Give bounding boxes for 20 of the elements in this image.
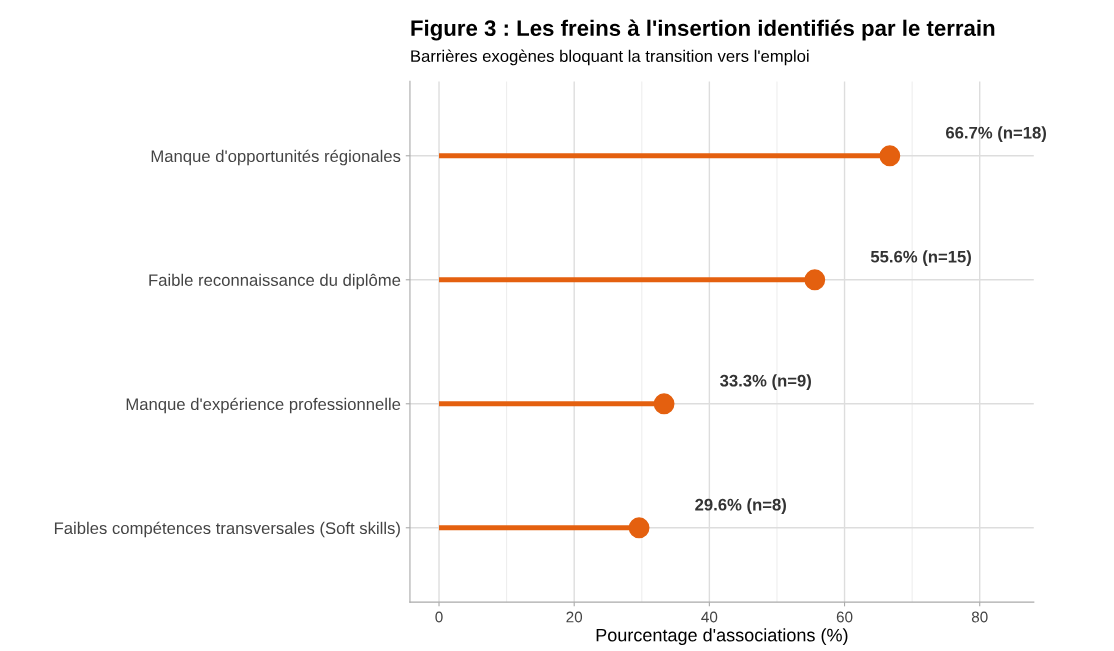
chart-subtitle: Barrières exogènes bloquant la transition vers l'emploi (411, 49, 809, 66)
x-tick-label: 40 (701, 611, 718, 623)
y-tick-label: Manque d'opportunités régionales (151, 149, 401, 166)
point (653, 393, 675, 415)
chart-title: Figure 3 : Les freins à l'insertion identifiés par le terrain (411, 19, 995, 41)
y-tick-label: Faibles compétences transversales (Soft skills) (54, 521, 400, 538)
point (804, 269, 826, 291)
y-tick-label: Manque d'expérience professionnelle (126, 397, 401, 414)
data-label: 55.6% (n=15) (870, 250, 971, 266)
point (628, 517, 650, 539)
x-tick-label: 0 (435, 611, 443, 623)
x-tick-label: 80 (971, 611, 988, 623)
x-axis-title: Pourcentage d'associations (%) (596, 628, 848, 646)
x-tick-label: 60 (836, 611, 853, 623)
x-tick-label: 20 (566, 611, 583, 623)
data-label: 66.7% (n=18) (945, 126, 1046, 142)
point (879, 145, 901, 167)
data-label: 33.3% (n=9) (720, 374, 811, 390)
y-tick-label: Faible reconnaissance du diplôme (149, 273, 401, 290)
data-label: 29.6% (n=8) (695, 498, 786, 514)
